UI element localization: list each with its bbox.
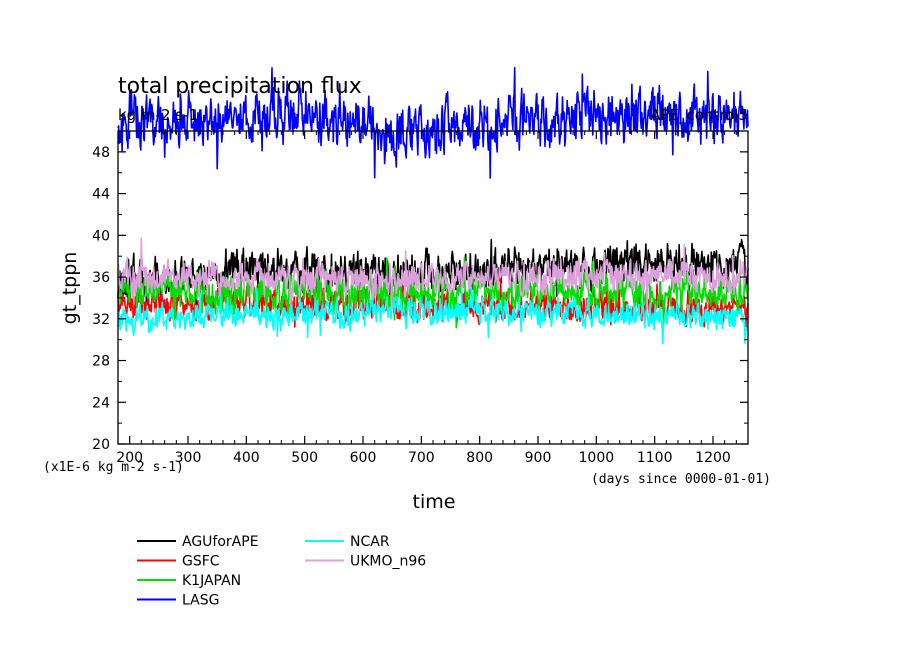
legend: AGUforAPE GSFC K1JAPAN LASG NCAR UKMO_n96: [137, 534, 426, 609]
y-tick-label: 32: [92, 312, 110, 328]
chart-units-subtitle: kg m-2 s-1: [118, 106, 198, 124]
x-units-note: (days since 0000-01-01): [591, 472, 771, 487]
y-tick-label: 36: [92, 270, 110, 286]
y-tick-label: 20: [92, 437, 110, 453]
x-tick-label: 600: [350, 450, 377, 466]
x-axis-title: time: [413, 491, 456, 513]
x-tick-label: 1000: [579, 450, 615, 466]
legend-label: AGUforAPE: [182, 534, 259, 550]
legend-label: NCAR: [350, 534, 390, 550]
legend-label: UKMO_n96: [350, 554, 426, 570]
x-tick-label: 700: [408, 450, 435, 466]
x-tick-label: 900: [525, 450, 552, 466]
chart-experiment-label: APE_control5: [650, 106, 748, 125]
legend-label: K1JAPAN: [182, 573, 241, 589]
y-axis-title: gt_tppn: [59, 252, 81, 325]
x-tick-label: 400: [233, 450, 260, 466]
chart-title: total precipitation flux: [118, 74, 362, 99]
x-tick-label: 1200: [695, 450, 731, 466]
y-tick-label: 48: [92, 145, 110, 161]
x-tick-label: 500: [291, 450, 318, 466]
y-tick-label: 24: [92, 395, 110, 411]
y-tick-label: 28: [92, 354, 110, 370]
series-layer: [117, 66, 749, 345]
y-tick-label: 44: [92, 187, 110, 203]
legend-label: GSFC: [182, 554, 220, 570]
x-tick-label: 800: [466, 450, 493, 466]
tick-layer: 20 24 28 32 36 40 44 48 200 300 400 500 600 700 800 900…: [92, 130, 748, 466]
y-tick-label: 40: [92, 228, 110, 244]
x-tick-label: 300: [175, 450, 202, 466]
series-line-ncar: [117, 286, 749, 345]
x-tick-label: 1100: [637, 450, 673, 466]
legend-label: LASG: [182, 593, 219, 609]
x-tick-label: 200: [116, 450, 143, 466]
y-scale-note: (x1E-6 kg m-2 s-1): [43, 460, 184, 475]
series-line-ukmo-n96: [117, 237, 749, 310]
